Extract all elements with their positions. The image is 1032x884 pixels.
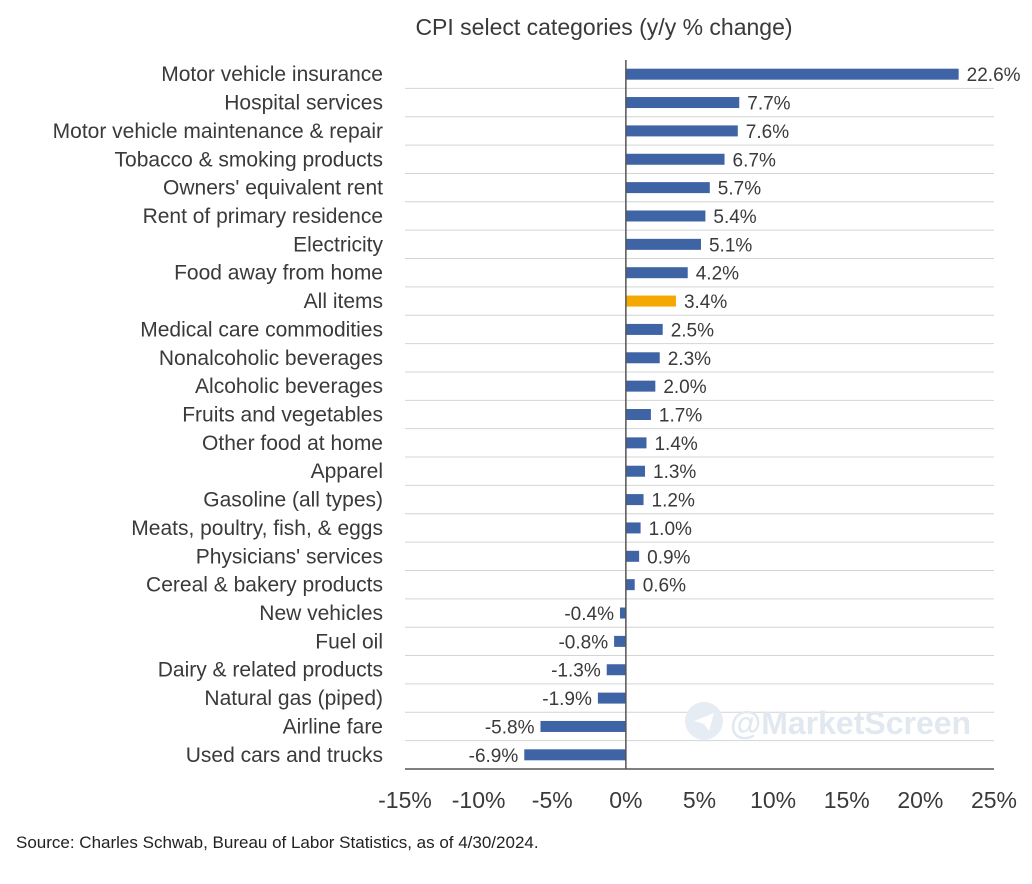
- value-label: 2.0%: [663, 377, 706, 398]
- category-label: Fruits and vegetables: [182, 404, 383, 427]
- value-label: 6.7%: [733, 150, 776, 171]
- value-label: 2.5%: [671, 320, 714, 341]
- value-label: -1.9%: [542, 689, 592, 710]
- category-label: Electricity: [293, 233, 383, 256]
- bar-gasoline-all-types: [625, 494, 644, 506]
- x-tick-label: -5%: [532, 787, 573, 813]
- value-label: 0.6%: [643, 576, 686, 597]
- x-tick-label: 20%: [897, 787, 943, 813]
- x-tick-label: 0%: [609, 787, 642, 813]
- value-label: -5.8%: [485, 717, 535, 738]
- watermark-text: @MarketScreen: [730, 705, 971, 741]
- bar-cereal-bakery-products: [625, 579, 635, 591]
- bar-alcoholic-beverages: [625, 380, 656, 392]
- category-label: Meats, poultry, fish, & eggs: [131, 517, 383, 540]
- value-label: 5.4%: [713, 207, 756, 228]
- value-label: 5.7%: [718, 179, 761, 200]
- x-tick-label: 15%: [824, 787, 870, 813]
- watermark: @MarketScreen: [685, 702, 971, 741]
- bar-airline-fare: [540, 720, 626, 732]
- x-tick-label: 5%: [683, 787, 716, 813]
- source-note: Source: Charles Schwab, Bureau of Labor …: [16, 833, 539, 852]
- value-label: 4.2%: [696, 264, 739, 285]
- bar-owners-equivalent-rent: [625, 182, 710, 194]
- x-tick-labels: -15% -10% -5% 0% 5% 10% 15% 20% 25%: [378, 787, 1017, 813]
- bar-motor-vehicle-insurance: [625, 68, 959, 80]
- bar-meats-poultry-fish-eggs: [625, 522, 641, 534]
- bar-motor-vehicle-maintenance-repair: [625, 125, 738, 137]
- bar-fuel-oil: [614, 635, 626, 647]
- category-label: Medical care commodities: [140, 318, 383, 341]
- bar-electricity: [625, 238, 701, 250]
- category-label: Food away from home: [174, 262, 383, 285]
- value-label: 1.3%: [653, 462, 696, 483]
- category-label: Apparel: [311, 460, 383, 483]
- axes: [405, 60, 994, 770]
- value-label: 5.1%: [709, 235, 752, 256]
- bar-nonalcoholic-beverages: [625, 352, 660, 364]
- value-label: 2.3%: [668, 349, 711, 370]
- category-label: Natural gas (piped): [204, 687, 383, 710]
- category-label: Airline fare: [283, 715, 383, 738]
- category-label: Motor vehicle insurance: [161, 63, 383, 86]
- x-tick-label: -15%: [378, 787, 432, 813]
- value-label: 7.6%: [746, 122, 789, 143]
- x-tick-label: 10%: [750, 787, 796, 813]
- bar-fruits-and-vegetables: [625, 409, 651, 420]
- category-label: Motor vehicle maintenance & repair: [53, 120, 383, 143]
- bar-used-cars-and-trucks: [524, 749, 626, 761]
- category-label: Fuel oil: [315, 630, 383, 653]
- bar-dairy-related-products: [606, 664, 626, 676]
- gridlines: [405, 87, 994, 742]
- bar-apparel: [625, 465, 646, 477]
- category-label: Gasoline (all types): [203, 489, 383, 512]
- x-tick-label: 25%: [971, 787, 1017, 813]
- chart-title: CPI select categories (y/y % change): [415, 14, 792, 40]
- bar-all-items: [625, 295, 676, 307]
- category-label: All items: [304, 290, 383, 313]
- category-label: Cereal & bakery products: [146, 574, 383, 597]
- value-labels: 22.6% 7.7% 7.6% 6.7% 5.7% 5.4% 5.1% 4.2% 3.4% 2.5…: [469, 65, 1021, 767]
- value-label: 22.6%: [967, 65, 1021, 86]
- category-labels: Motor vehicle insurance Hospital services…: [53, 63, 384, 767]
- category-label: Hospital services: [224, 92, 383, 115]
- category-label: Other food at home: [202, 432, 383, 455]
- category-label: Physicians' services: [196, 545, 383, 568]
- category-label: Tobacco & smoking products: [115, 148, 383, 171]
- value-label: -0.8%: [558, 632, 608, 653]
- value-label: -0.4%: [564, 604, 614, 625]
- value-label: -1.3%: [551, 661, 601, 682]
- bar-hospital-services: [625, 97, 740, 109]
- category-label: New vehicles: [259, 602, 383, 625]
- category-label: Owners' equivalent rent: [163, 177, 383, 200]
- category-label: Used cars and trucks: [186, 744, 383, 767]
- category-label: Dairy & related products: [158, 659, 383, 682]
- value-label: 7.7%: [747, 94, 790, 115]
- x-tick-label: -10%: [452, 787, 506, 813]
- value-label: 3.4%: [684, 292, 727, 313]
- value-label: 1.0%: [649, 519, 692, 540]
- bar-new-vehicles: [619, 607, 626, 619]
- category-label: Rent of primary residence: [143, 205, 383, 228]
- value-label: -6.9%: [469, 746, 519, 767]
- bar-other-food-at-home: [625, 437, 647, 449]
- bar-natural-gas-piped: [597, 692, 626, 704]
- value-label: 1.7%: [659, 406, 702, 427]
- bar-rent-of-primary-residence: [625, 210, 706, 222]
- value-label: 1.4%: [654, 434, 697, 455]
- value-label: 0.9%: [647, 547, 690, 568]
- category-label: Nonalcoholic beverages: [159, 347, 383, 370]
- bar-food-away-from-home: [625, 267, 688, 279]
- value-label: 1.2%: [652, 491, 695, 512]
- bar-physicians-services: [625, 550, 640, 562]
- bar-tobacco-smoking-products: [625, 153, 725, 165]
- category-label: Alcoholic beverages: [195, 375, 383, 398]
- bar-medical-care-commodities: [625, 323, 663, 335]
- bars: [524, 68, 959, 761]
